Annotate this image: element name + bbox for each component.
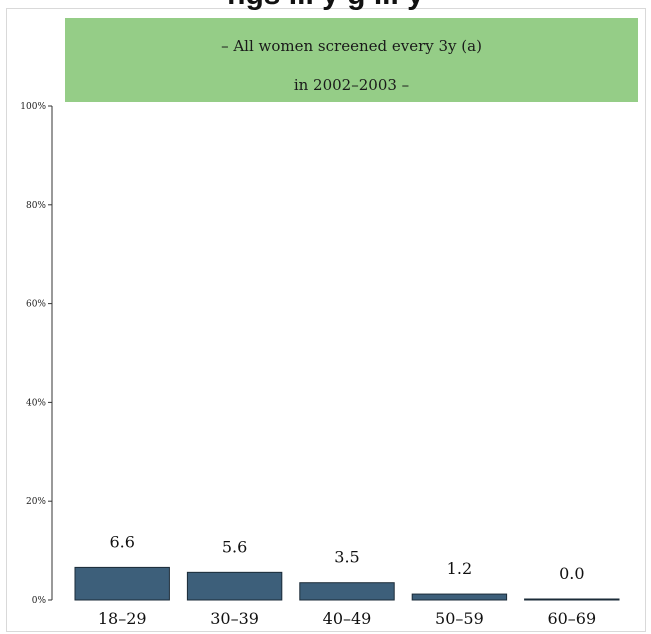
bar-value-label: 3.5 — [334, 548, 359, 567]
bar — [524, 598, 620, 601]
bar — [299, 582, 395, 601]
bar-value-label: 0.0 — [559, 564, 584, 583]
subtitle-banner: – All women screened every 3y (a) in 200… — [65, 18, 638, 102]
bar — [186, 571, 283, 601]
bar — [411, 593, 508, 601]
banner-line-2: in 2002–2003 – — [293, 76, 410, 94]
bar-value-label: 6.6 — [109, 532, 134, 551]
cropped-title-text: ngs ... y g ... y — [227, 0, 424, 11]
y-tick-label: 60% — [26, 300, 46, 310]
category-label: 30–39 — [210, 609, 259, 628]
y-tick-label: 20% — [26, 497, 46, 507]
bar — [74, 566, 170, 601]
y-tick-label: 40% — [26, 398, 46, 408]
category-label: 60–69 — [547, 609, 596, 628]
cropped-chart-title: ngs ... y g ... y — [0, 0, 651, 12]
bar-value-label: 5.6 — [222, 537, 247, 556]
y-tick-label: 0% — [32, 596, 47, 606]
bar-value-label: 1.2 — [447, 559, 472, 578]
y-tick-label: 100% — [20, 102, 46, 112]
category-label: 40–49 — [323, 609, 372, 628]
banner-line-1: – All women screened every 3y (a) — [221, 37, 482, 55]
category-label: 18–29 — [98, 609, 147, 628]
category-label: 50–59 — [435, 609, 484, 628]
chart-frame — [6, 8, 646, 632]
y-tick-label: 80% — [26, 201, 46, 211]
